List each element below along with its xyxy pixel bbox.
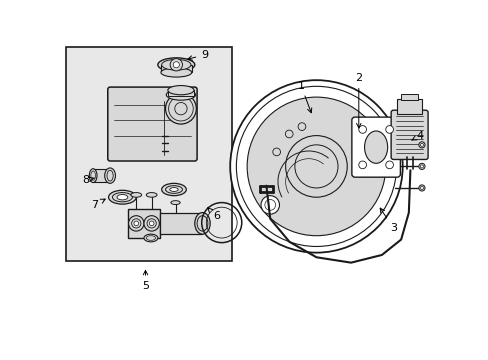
Circle shape [418, 163, 424, 170]
Circle shape [285, 136, 346, 197]
Ellipse shape [108, 190, 136, 204]
Bar [396, 99, 421, 114]
Circle shape [420, 165, 423, 168]
Circle shape [272, 148, 280, 156]
Ellipse shape [169, 188, 178, 192]
Circle shape [385, 126, 393, 133]
FancyBboxPatch shape [107, 87, 197, 161]
Ellipse shape [158, 58, 194, 72]
Bar [93, 170, 110, 182]
Ellipse shape [364, 131, 387, 163]
Ellipse shape [161, 68, 191, 77]
Ellipse shape [197, 216, 207, 231]
Text: 3: 3 [379, 208, 396, 233]
Ellipse shape [107, 170, 113, 181]
Bar [127, 209, 160, 238]
Ellipse shape [104, 168, 115, 183]
Ellipse shape [117, 194, 127, 200]
Ellipse shape [162, 183, 186, 195]
Ellipse shape [112, 193, 132, 202]
Bar [167, 90, 194, 96]
Circle shape [168, 96, 193, 121]
Text: 2: 2 [354, 73, 362, 128]
Circle shape [261, 195, 279, 214]
Circle shape [230, 80, 402, 253]
Circle shape [420, 186, 423, 189]
Text: 7: 7 [91, 199, 105, 210]
Ellipse shape [166, 89, 195, 100]
Circle shape [418, 185, 424, 191]
Ellipse shape [143, 234, 158, 242]
Circle shape [420, 143, 423, 147]
Circle shape [147, 219, 156, 228]
Circle shape [294, 145, 337, 188]
Ellipse shape [146, 193, 157, 197]
Ellipse shape [89, 169, 97, 183]
Circle shape [298, 123, 305, 130]
Circle shape [174, 103, 187, 115]
Circle shape [264, 199, 275, 210]
FancyBboxPatch shape [390, 110, 427, 159]
Bar [400, 94, 417, 100]
Circle shape [358, 126, 366, 133]
Text: 6: 6 [207, 208, 220, 221]
Circle shape [385, 161, 393, 169]
Circle shape [236, 86, 396, 247]
Circle shape [149, 221, 154, 226]
Circle shape [418, 142, 424, 148]
Text: 5: 5 [142, 270, 149, 291]
Ellipse shape [131, 193, 142, 197]
Ellipse shape [146, 236, 155, 240]
Circle shape [173, 62, 179, 68]
Circle shape [165, 93, 196, 124]
Ellipse shape [162, 59, 190, 70]
Ellipse shape [165, 186, 182, 193]
Circle shape [246, 97, 385, 236]
Circle shape [134, 221, 138, 226]
Text: 1: 1 [297, 81, 311, 113]
Bar [161, 65, 191, 72]
Circle shape [128, 216, 143, 231]
Circle shape [285, 130, 292, 138]
Ellipse shape [167, 86, 194, 95]
FancyBboxPatch shape [351, 117, 400, 177]
Bar [66, 47, 231, 261]
Text: 4: 4 [411, 131, 423, 141]
Ellipse shape [91, 171, 95, 180]
Circle shape [131, 219, 141, 228]
Circle shape [170, 59, 182, 71]
Text: 9: 9 [187, 50, 208, 60]
Circle shape [143, 216, 159, 231]
Bar [160, 213, 202, 234]
Text: 8: 8 [81, 175, 94, 185]
Circle shape [358, 161, 366, 169]
Ellipse shape [194, 213, 210, 234]
Ellipse shape [171, 201, 180, 204]
